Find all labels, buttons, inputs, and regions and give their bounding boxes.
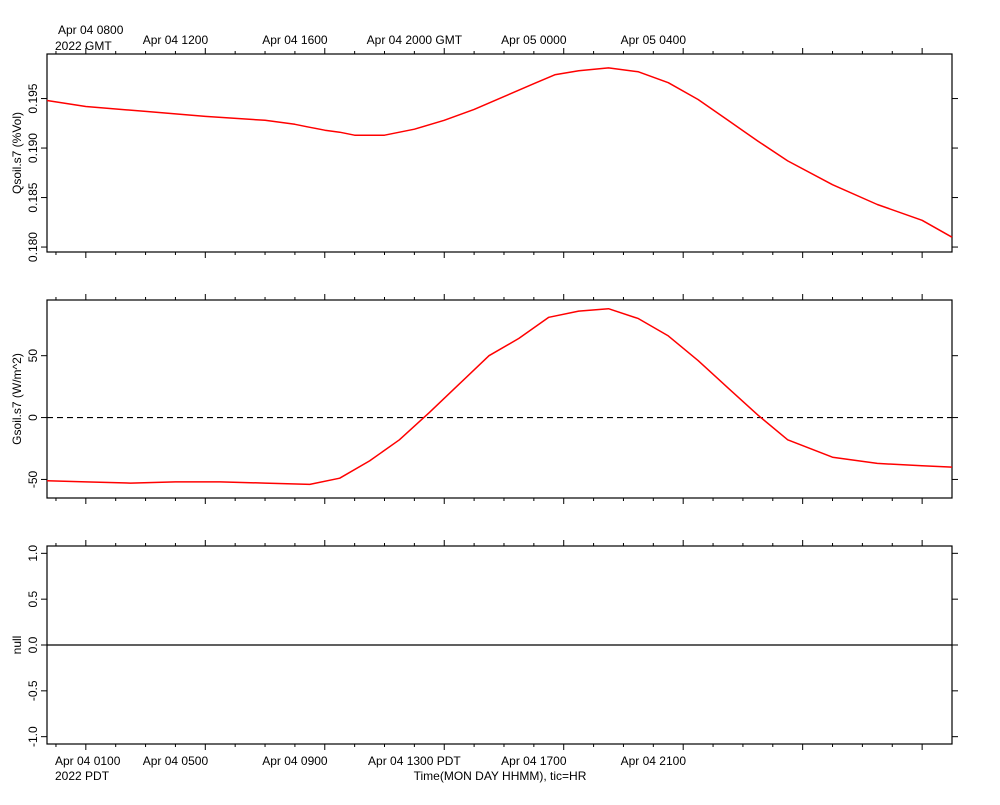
gmt-tick-label: Apr 04 1600 [262, 33, 328, 47]
pdt-tick-label: Apr 04 2100 [621, 754, 687, 768]
gmt-first-tick-label: Apr 04 0800 [58, 23, 124, 37]
gmt-tick-label: Apr 05 0400 [621, 33, 687, 47]
panel-null: -1.0 -0.5 0.0 0.5 1.0 [26, 540, 958, 750]
y-tick-label: -0.5 [26, 680, 40, 701]
y-tick-label: -50 [26, 470, 40, 488]
gmt-tick-label: Apr 05 0000 [501, 33, 567, 47]
pdt-year-label: 2022 PDT [55, 769, 110, 783]
y-tick-label: 1.0 [26, 545, 40, 562]
y-tick-label: 0 [26, 414, 40, 421]
y-tick-label: 50 [26, 349, 40, 363]
panel-qsoil: 0.180 0.185 0.190 0.195 [26, 48, 958, 262]
y-tick-label: 0.0 [26, 636, 40, 653]
pdt-first-tick-label: Apr 04 0100 [55, 754, 121, 768]
y-tick-label: 0.195 [26, 83, 40, 113]
gmt-year-label: 2022 GMT [55, 39, 112, 53]
pdt-tick-label: Apr 04 0500 [143, 754, 209, 768]
y-tick-label: 0.5 [26, 591, 40, 608]
y-axis-title: null [10, 636, 24, 655]
plot-frame [46, 299, 953, 499]
y-tick-label: 0.190 [26, 133, 40, 163]
gmt-tick-label: Apr 04 2000 GMT [367, 33, 463, 47]
data-series-line [46, 67, 953, 238]
y-tick-label: 0.180 [26, 232, 40, 262]
panel-gsoil: -50 0 50 [26, 294, 958, 504]
data-series-line [46, 307, 953, 486]
pdt-tick-label: Apr 04 1700 [501, 754, 567, 768]
y-tick-label: -1.0 [26, 726, 40, 747]
pdt-tick-label: Apr 04 1300 PDT [368, 754, 461, 768]
gmt-tick-label: Apr 04 1200 [143, 33, 209, 47]
x-axis-title: Time(MON DAY HHMM), tic=HR [414, 769, 587, 783]
pdt-tick-label: Apr 04 0900 [262, 754, 328, 768]
y-axis-title: Qsoil.s7 (%Vol) [10, 112, 24, 194]
y-axis-title: Gsoil.s7 (W/m^2) [10, 353, 24, 445]
y-tick-label: 0.185 [26, 182, 40, 212]
plot-frame [46, 53, 953, 253]
